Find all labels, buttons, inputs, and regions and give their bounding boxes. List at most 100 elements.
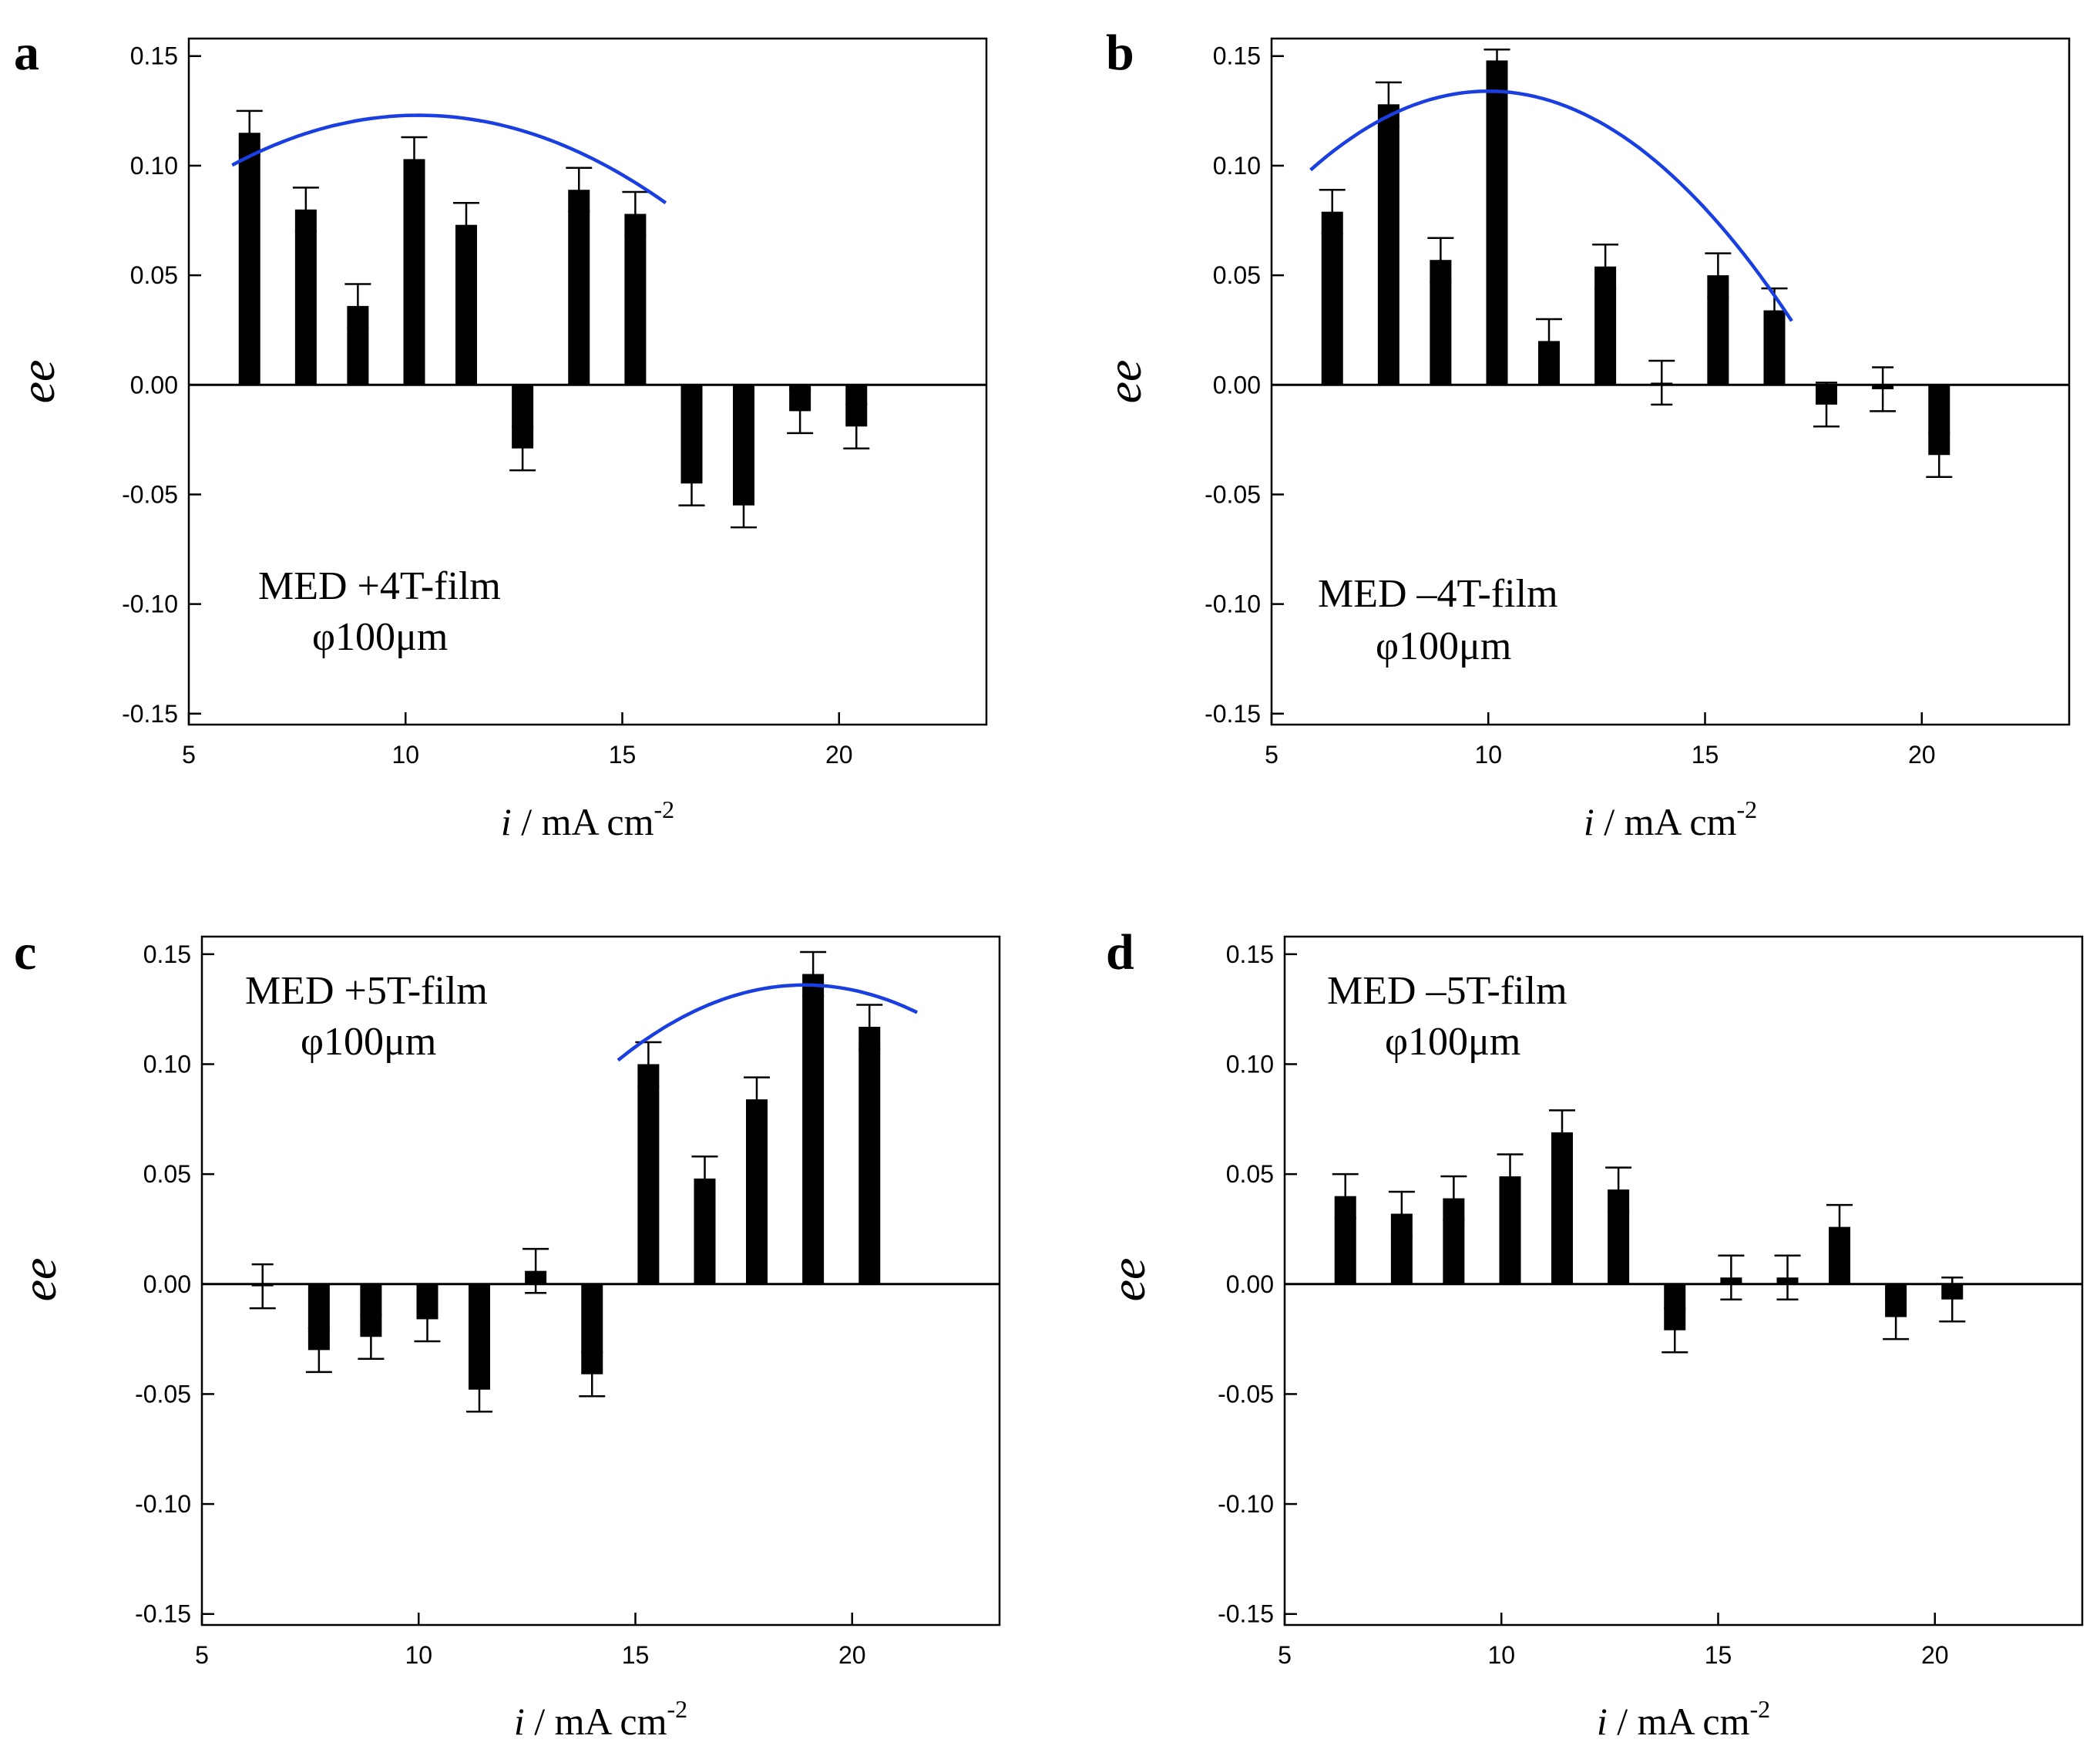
y-tick-label: 0.05: [1213, 261, 1261, 289]
y-tick-label: 0.10: [143, 1050, 191, 1078]
bar: [568, 190, 590, 385]
bar: [455, 224, 477, 385]
x-tick-label: 10: [1487, 1641, 1515, 1669]
plot-frame: [200, 935, 1001, 1627]
panel-letter: a: [14, 25, 39, 81]
y-tick-label: 0.00: [1226, 1270, 1274, 1298]
x-tick-label: 15: [609, 741, 637, 769]
y-tick-label: -0.10: [122, 590, 178, 618]
x-axis-unit-exponent: -2: [667, 1695, 687, 1723]
x-tick-label: 20: [1921, 1641, 1949, 1669]
panel-letter: c: [14, 924, 36, 981]
y-tick-label: 0.15: [1213, 42, 1261, 70]
y-axis-title: ee: [1097, 360, 1151, 404]
panel-d: 0.15 0.10 0.05 0.00 -0.05 -0.10 -0.155 10 15 20 d e…: [1100, 924, 2084, 1743]
annotation-diameter: φ100μm: [1385, 1020, 1520, 1064]
annotation-diameter: φ100μm: [1376, 624, 1511, 668]
x-axis-title: i / mA cm-2: [1584, 796, 1757, 843]
bar: [802, 974, 825, 1284]
x-tick-label: 20: [1908, 741, 1936, 769]
annotation-diameter: φ100μm: [312, 615, 448, 659]
x-tick-label: 10: [1474, 741, 1502, 769]
y-axis-title: ee: [12, 1258, 66, 1302]
bar: [1321, 211, 1343, 385]
y-tick-label: -0.05: [1205, 480, 1261, 508]
x-tick-label: 10: [405, 1641, 432, 1669]
x-axis-title: i / mA cm-2: [1597, 1695, 1770, 1743]
y-tick-label: -0.15: [122, 700, 178, 728]
x-axis-unit: / mA cm: [1594, 800, 1737, 843]
x-axis-title: i / mA cm-2: [501, 796, 674, 843]
x-axis-variable: i: [1584, 800, 1594, 843]
x-tick-label: 20: [825, 741, 853, 769]
y-tick-label: -0.10: [1218, 1490, 1274, 1518]
y-tick-label: 0.05: [1226, 1160, 1274, 1188]
panel-c: 0.15 0.10 0.05 0.00 -0.05 -0.10 -0.155 10 15 20 c e…: [12, 924, 1001, 1743]
x-tick-label: 5: [1265, 741, 1278, 769]
y-tick-label: 0.05: [130, 261, 178, 289]
x-axis-variable: i: [501, 800, 512, 843]
x-axis-variable: i: [1597, 1700, 1608, 1743]
x-tick-label: 15: [1692, 741, 1719, 769]
bar: [238, 133, 260, 385]
y-tick-label: -0.05: [135, 1380, 191, 1408]
annotation-film: MED +5T-film: [245, 969, 488, 1013]
x-tick-label: 15: [622, 1641, 650, 1669]
x-axis-title: i / mA cm-2: [514, 1695, 687, 1743]
y-tick-label: 0.15: [1226, 940, 1274, 968]
bar: [1486, 60, 1508, 385]
bar: [637, 1064, 660, 1284]
y-tick-label: -0.15: [135, 1600, 191, 1628]
panel-b: 0.15 0.10 0.05 0.00 -0.05 -0.10 -0.155 10 15 20 b e…: [1097, 25, 2071, 843]
plot-frame: [1283, 935, 2084, 1627]
x-axis-variable: i: [514, 1700, 525, 1743]
x-tick-label: 10: [391, 741, 419, 769]
bar: [624, 214, 647, 385]
y-tick-label: -0.05: [1218, 1380, 1274, 1408]
y-tick-label: 0.15: [130, 42, 178, 70]
bar: [294, 209, 317, 385]
fit-curve: [231, 113, 667, 205]
x-axis-unit-exponent: -2: [654, 796, 674, 823]
y-tick-label: -0.15: [1205, 700, 1261, 728]
y-tick-label: 0.05: [143, 1160, 191, 1188]
y-tick-label: 0.10: [1213, 152, 1261, 180]
x-tick-label: 20: [838, 1641, 866, 1669]
fit-curve: [1309, 89, 1793, 322]
bar: [1551, 1132, 1573, 1284]
plot-frame: [1270, 37, 2071, 726]
y-tick-label: 0.00: [130, 371, 178, 399]
x-tick-label: 5: [1278, 1641, 1292, 1669]
y-tick-label: 0.00: [1213, 371, 1261, 399]
panel-letter: d: [1106, 924, 1134, 981]
y-tick-label: -0.15: [1218, 1600, 1274, 1628]
bar: [1377, 104, 1399, 385]
panel-a: 0.15 0.10 0.05 0.00 -0.05 -0.10 -0.155 10 15 20 a e…: [10, 25, 988, 843]
y-tick-label: 0.15: [143, 940, 191, 968]
annotation-diameter: φ100μm: [301, 1020, 436, 1064]
y-tick-label: 0.00: [143, 1270, 191, 1298]
annotation-film: MED –4T-film: [1318, 572, 1558, 616]
x-tick-label: 5: [182, 741, 196, 769]
y-tick-label: 0.10: [1226, 1050, 1274, 1078]
y-tick-label: -0.05: [122, 480, 178, 508]
panel-letter: b: [1106, 25, 1134, 81]
y-tick-label: -0.10: [1205, 590, 1261, 618]
x-tick-label: 15: [1705, 1641, 1732, 1669]
x-axis-unit-exponent: -2: [1736, 796, 1757, 823]
annotation-film: MED –5T-film: [1327, 969, 1567, 1013]
y-axis-title: ee: [10, 360, 65, 404]
fit-curve: [617, 983, 919, 1062]
bar: [403, 159, 425, 385]
y-tick-label: -0.10: [135, 1490, 191, 1518]
x-axis-unit: / mA cm: [525, 1700, 667, 1743]
y-tick-label: 0.10: [130, 152, 178, 180]
x-axis-unit: / mA cm: [1608, 1700, 1750, 1743]
plot-frame: [187, 37, 988, 726]
annotation-film: MED +4T-film: [258, 564, 501, 608]
bar: [858, 1026, 881, 1284]
x-tick-label: 5: [195, 1641, 209, 1669]
x-axis-unit: / mA cm: [512, 800, 654, 843]
y-axis-title: ee: [1100, 1258, 1155, 1302]
